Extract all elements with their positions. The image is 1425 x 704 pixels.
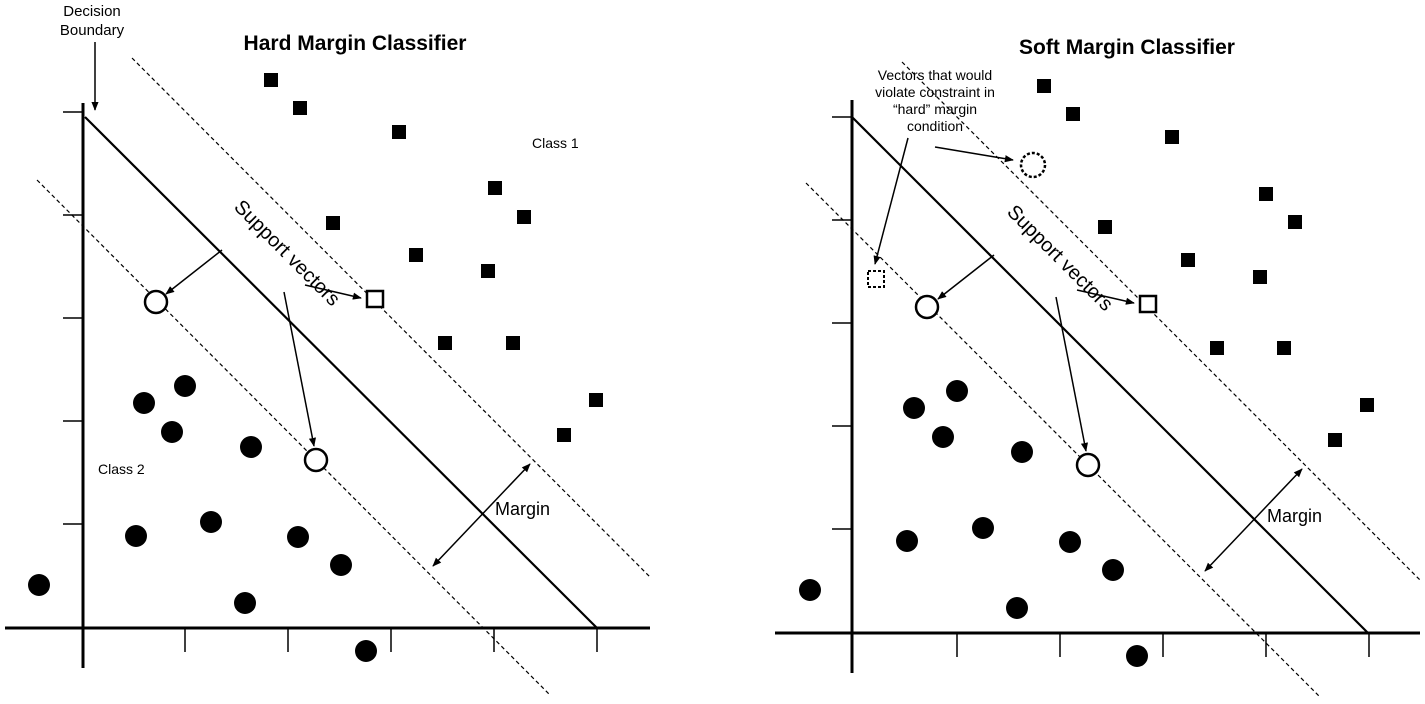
hard-sv-arrow-left	[165, 249, 223, 295]
class1-point	[438, 336, 452, 350]
soft-sv-arrow-left	[937, 254, 995, 300]
soft-sv-arrow-down	[1055, 296, 1088, 452]
class2-point	[932, 426, 954, 448]
class2-point	[133, 392, 155, 414]
class1-point	[1210, 341, 1224, 355]
class2-point	[896, 530, 918, 552]
class2-point	[234, 592, 256, 614]
hard-sv-arrow-down	[283, 291, 316, 447]
soft-support-vector-square	[1138, 294, 1158, 314]
class1-point	[1253, 270, 1267, 284]
class1-point	[589, 393, 603, 407]
class2-point	[174, 375, 196, 397]
class1-point	[1288, 215, 1302, 229]
class1-point	[409, 248, 423, 262]
class1-point	[392, 125, 406, 139]
hard-axes	[5, 103, 650, 668]
soft-support-vectors-label: Support vectors	[1002, 201, 1117, 316]
soft-ticks	[832, 116, 1370, 657]
class2-point	[972, 517, 994, 539]
class1-point	[506, 336, 520, 350]
violation-label-line3: “hard” margin	[893, 101, 977, 117]
soft-lower-margin-line	[805, 182, 1321, 698]
hard-class2-points	[28, 375, 377, 662]
class2-point	[1011, 441, 1033, 463]
class1-point	[517, 210, 531, 224]
class2-point	[1102, 559, 1124, 581]
class1-point	[557, 428, 571, 442]
violation-label-line4: condition	[907, 118, 963, 134]
class2-point	[28, 574, 50, 596]
soft-support-vector-circle	[1075, 452, 1101, 478]
class1-point	[293, 101, 307, 115]
hard-support-vector-circle	[303, 447, 329, 473]
class2-point	[903, 397, 925, 419]
class1-point	[1259, 187, 1273, 201]
class2-point	[125, 525, 147, 547]
violation-arrow-circle	[934, 146, 1014, 163]
soft-axes	[775, 100, 1420, 673]
class1-point	[1328, 433, 1342, 447]
class1-point	[1037, 79, 1051, 93]
class2-point	[355, 640, 377, 662]
class1-point	[481, 264, 495, 278]
soft-margin-label: Margin	[1267, 506, 1322, 526]
hard-support-vector-circle	[143, 289, 169, 315]
class1-point	[1277, 341, 1291, 355]
soft-sv-arrow-right	[1076, 289, 1135, 305]
violation-label-line2: violate constraint in	[875, 84, 995, 100]
class2-point	[946, 380, 968, 402]
violation-arrow-square	[873, 137, 909, 265]
soft-upper-margin-line	[901, 61, 1422, 582]
hard-margin-panel: Hard Margin Classifier	[5, 3, 651, 696]
class1-point	[1098, 220, 1112, 234]
hard-ticks	[63, 111, 598, 652]
hard-lower-margin-line	[36, 179, 551, 696]
hard-upper-margin-line	[131, 57, 651, 578]
class2-point	[1126, 645, 1148, 667]
hard-margin-label: Margin	[495, 499, 550, 519]
soft-margin-panel: Soft Margin Classifier	[775, 36, 1422, 698]
decision-boundary-label-line2: Boundary	[60, 22, 125, 39]
soft-violating-square	[867, 270, 885, 288]
class1-point	[1066, 107, 1080, 121]
decision-boundary-label-line1: Decision	[63, 3, 121, 20]
class2-point	[799, 579, 821, 601]
soft-class2-points	[799, 380, 1148, 667]
class1-point	[1165, 130, 1179, 144]
class2-point	[161, 421, 183, 443]
class2-point	[1059, 531, 1081, 553]
soft-support-vector-circle	[914, 294, 940, 320]
violation-label-line1: Vectors that would	[878, 67, 992, 83]
hard-decision-boundary	[84, 116, 598, 629]
hard-margin-title: Hard Margin Classifier	[244, 32, 467, 55]
class1-point	[1181, 253, 1195, 267]
class1-point	[326, 216, 340, 230]
soft-violating-circle	[1019, 151, 1047, 179]
soft-margin-title: Soft Margin Classifier	[1019, 36, 1235, 59]
class2-point	[330, 554, 352, 576]
soft-margin-arrow	[1204, 468, 1303, 572]
class2-point	[200, 511, 222, 533]
class2-point	[1006, 597, 1028, 619]
hard-margin-arrow	[432, 463, 531, 567]
class1-label: Class 1	[532, 135, 579, 151]
hard-sv-arrow-right	[304, 284, 362, 300]
class2-label: Class 2	[98, 461, 145, 477]
class1-point	[488, 181, 502, 195]
class2-point	[240, 436, 262, 458]
soft-class1-points	[1037, 79, 1374, 447]
soft-decision-boundary	[851, 116, 1369, 634]
hard-support-vector-square	[365, 289, 385, 309]
hard-class1-points	[264, 73, 603, 442]
class1-point	[1360, 398, 1374, 412]
class1-point	[264, 73, 278, 87]
class2-point	[287, 526, 309, 548]
